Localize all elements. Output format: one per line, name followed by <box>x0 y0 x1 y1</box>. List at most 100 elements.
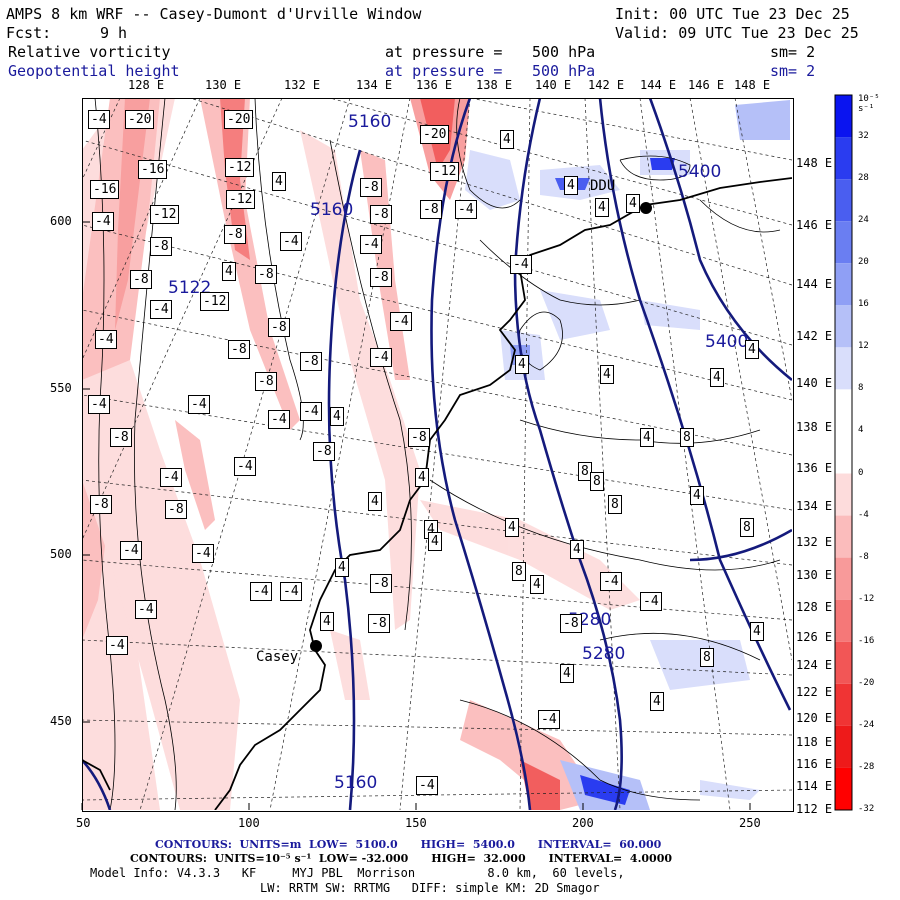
vorticity-contour-label: -8 <box>370 574 392 593</box>
height-contour-label: 5400 <box>678 162 722 182</box>
right-lon-label: 142 E <box>796 329 833 343</box>
vorticity-contour-label: -4 <box>510 255 532 274</box>
vorticity-contour-label: 4 <box>272 172 286 191</box>
ddu-station-marker <box>640 202 652 214</box>
vorticity-contour-label: -8 <box>165 500 187 519</box>
height-contour-label: 5400 <box>705 332 749 352</box>
colorbar-tick-label: -28 <box>858 761 875 772</box>
field1-name: Relative vorticity <box>8 43 171 61</box>
colorbar-tick-label: -16 <box>858 635 875 646</box>
vorticity-contour-label: -4 <box>120 541 142 560</box>
colorbar-swatch <box>835 473 852 516</box>
vorticity-contour-label: 4 <box>626 194 640 213</box>
right-lon-label: 124 E <box>796 658 833 672</box>
y-tick-label: 550 <box>50 381 72 395</box>
vorticity-contour-label: 4 <box>320 612 334 631</box>
top-lon-label: 138 E <box>476 78 513 92</box>
vorticity-contour-label: 8 <box>680 428 694 447</box>
top-lon-label: 132 E <box>284 78 321 92</box>
vorticity-contour-label: -16 <box>90 180 120 199</box>
vorticity-contour-label: -8 <box>408 428 430 447</box>
vorticity-contour-label: -4 <box>370 348 392 367</box>
vorticity-contour-label: 4 <box>330 407 344 426</box>
vorticity-contour-label: -8 <box>560 614 582 633</box>
vorticity-contour-label: -20 <box>224 110 254 129</box>
vorticity-contour-label: -4 <box>280 232 302 251</box>
right-lon-label: 120 E <box>796 711 833 725</box>
vorticity-contour-label: 4 <box>750 622 764 641</box>
vorticity-contour-label: 8 <box>740 518 754 537</box>
right-lon-label: 146 E <box>796 218 833 232</box>
vorticity-contour-label: -8 <box>313 442 335 461</box>
right-lon-label: 130 E <box>796 568 833 582</box>
vorticity-contour-label: 4 <box>500 130 514 149</box>
vorticity-contour-label: 4 <box>368 492 382 511</box>
colorbar-swatch <box>835 557 852 600</box>
y-tick-label: 600 <box>50 214 72 228</box>
map-plot-area <box>82 98 792 810</box>
colorbar-swatch <box>835 599 852 642</box>
vorticity-contour-label: -12 <box>430 162 460 181</box>
colorbar-swatch <box>835 263 852 306</box>
place-label-ddu: DDU <box>590 178 616 194</box>
colorbar-tick-label: -12 <box>858 593 875 604</box>
top-lon-label: 142 E <box>588 78 625 92</box>
vorticity-contour-label: 4 <box>335 558 349 577</box>
x-tick-label: 150 <box>405 816 427 830</box>
vorticity-contours <box>94 98 781 810</box>
vorticity-contour-label: -8 <box>130 270 152 289</box>
x-tick-label: 200 <box>572 816 594 830</box>
vorticity-contour-label: 4 <box>222 262 236 281</box>
field2-level: 500 hPa <box>532 62 596 80</box>
colorbar-swatch <box>835 389 852 432</box>
vorticity-contour-label: 4 <box>564 176 578 195</box>
vorticity-contour-label: -12 <box>200 292 230 311</box>
colorbar-tick-label: -4 <box>858 509 869 520</box>
footer-physics-info: LW: RRTM SW: RRTMG DIFF: simple KM: 2D S… <box>260 881 600 895</box>
vorticity-contour-label: -8 <box>368 614 390 633</box>
vorticity-contour-label: -4 <box>250 582 272 601</box>
colorbar-tick-label: 12 <box>858 341 869 352</box>
vorticity-contour-label: -16 <box>138 160 168 179</box>
vorticity-contour-label: -8 <box>255 265 277 284</box>
vorticity-contour-label: -20 <box>420 125 450 144</box>
vorticity-contour-label: -8 <box>224 225 246 244</box>
vorticity-contour-label: -8 <box>360 178 382 197</box>
colorbar <box>834 94 853 811</box>
vorticity-contour-label: 8 <box>700 648 714 667</box>
footer-height-contours: CONTOURS: UNITS=m LOW= 5100.0 HIGH= 5400… <box>155 838 662 851</box>
field1-level-label: at pressure = <box>385 43 503 61</box>
right-lon-label: 122 E <box>796 685 833 699</box>
right-lon-label: 144 E <box>796 277 833 291</box>
map-title: AMPS 8 km WRF -- Casey-Dumont d'Urville … <box>6 5 422 23</box>
vorticity-contour-label: -4 <box>135 600 157 619</box>
top-lon-label: 130 E <box>205 78 242 92</box>
colorbar-swatch <box>835 725 852 768</box>
field2-smoothing: sm= 2 <box>770 62 816 80</box>
vorticity-contour-label: -20 <box>125 110 155 129</box>
vorticity-contour-label: 8 <box>608 495 622 514</box>
vorticity-contour-label: -12 <box>150 205 180 224</box>
colorbar-tick-label: -24 <box>858 719 875 730</box>
vorticity-contour-label: 4 <box>650 692 664 711</box>
vorticity-contour-label: 4 <box>515 355 529 374</box>
height-contour-label: 5280 <box>582 644 626 664</box>
vorticity-contour-label: -8 <box>370 205 392 224</box>
vorticity-contour-label: -4 <box>234 457 256 476</box>
x-tick-label: 250 <box>739 816 761 830</box>
colorbar-swatch <box>835 641 852 684</box>
x-tick-label: 100 <box>238 816 260 830</box>
vorticity-contour-label: -12 <box>225 158 255 177</box>
colorbar-swatch <box>835 515 852 558</box>
vorticity-contour-label: -4 <box>95 330 117 349</box>
vorticity-contour-label: -4 <box>88 395 110 414</box>
vorticity-contour-label: -8 <box>110 428 132 447</box>
height-contour-label: 5160 <box>310 200 354 220</box>
top-lon-label: 140 E <box>535 78 572 92</box>
forecast-value: 9 h <box>100 24 128 42</box>
vorticity-contour-label: 4 <box>530 575 544 594</box>
field1-smoothing: sm= 2 <box>770 43 816 61</box>
vorticity-contour-label: -4 <box>416 776 438 795</box>
colorbar-swatch <box>835 221 852 264</box>
vorticity-contour-label: -4 <box>150 300 172 319</box>
